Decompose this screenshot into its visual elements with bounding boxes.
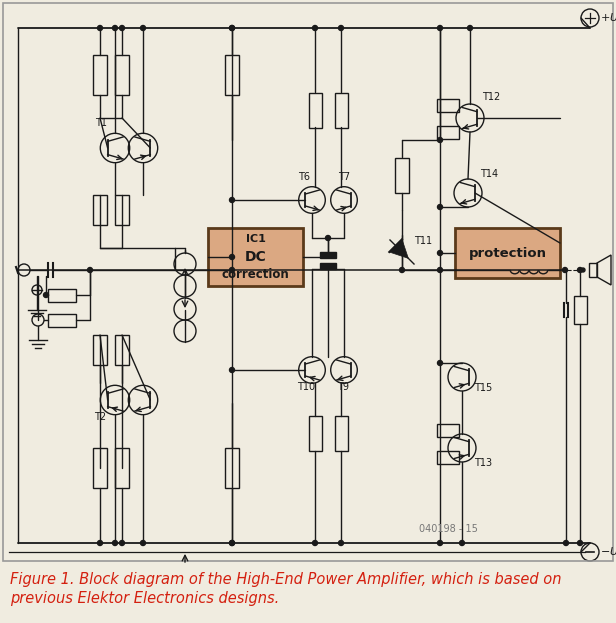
FancyBboxPatch shape [455,228,560,278]
Bar [225,55,239,95]
Circle shape [562,267,567,272]
Bar [334,416,347,450]
Circle shape [230,26,235,31]
Circle shape [120,26,124,31]
Circle shape [581,268,585,272]
Bar [334,92,347,128]
Bar [573,296,586,324]
Circle shape [230,255,235,260]
Circle shape [400,267,405,272]
Text: T14: T14 [480,169,498,179]
Bar [309,92,322,128]
Bar [320,263,336,269]
Circle shape [113,541,118,546]
Circle shape [230,267,235,272]
Text: T13: T13 [474,458,492,468]
Text: Figure 1. Block diagram of the High-End Power Amplifier, which is based on: Figure 1. Block diagram of the High-End … [10,572,562,587]
Bar [3,3,613,561]
Text: T12: T12 [482,92,500,102]
Circle shape [44,293,49,298]
Bar [115,195,129,225]
Bar [320,252,336,258]
Bar [115,448,129,488]
Circle shape [230,541,235,546]
Circle shape [564,541,569,546]
Text: T10: T10 [297,382,315,392]
Text: T6: T6 [298,172,310,182]
Bar [93,195,107,225]
Bar [93,55,107,95]
Text: correction: correction [222,267,290,280]
Bar [589,263,597,277]
Text: $-U_b$: $-U_b$ [600,545,616,559]
Text: T11: T11 [414,236,432,246]
Circle shape [437,138,442,143]
Bar [93,335,107,365]
Text: previous Elektor Electronics designs.: previous Elektor Electronics designs. [10,591,279,606]
Bar [437,125,459,138]
Text: T7: T7 [338,172,350,182]
Text: T1: T1 [95,118,107,128]
Text: T15: T15 [474,383,492,393]
Bar [115,55,129,95]
Text: IC1: IC1 [246,234,265,244]
Circle shape [140,541,145,546]
Circle shape [460,541,464,546]
Bar [437,98,459,112]
Circle shape [468,26,472,31]
Circle shape [578,267,583,272]
Circle shape [437,267,442,272]
Circle shape [339,541,344,546]
Bar [48,288,76,302]
Circle shape [312,26,317,31]
Circle shape [437,250,442,255]
Circle shape [230,197,235,202]
Text: $+U_b$: $+U_b$ [600,11,616,25]
Circle shape [230,541,235,546]
Circle shape [437,204,442,209]
Bar [93,448,107,488]
Circle shape [437,361,442,366]
Bar [437,450,459,464]
Circle shape [339,26,344,31]
Bar [309,416,322,450]
Circle shape [140,26,145,31]
Bar [395,158,409,193]
Circle shape [113,26,118,31]
Circle shape [230,26,235,31]
Text: T9: T9 [337,382,349,392]
Circle shape [437,541,442,546]
Bar [225,448,239,488]
Text: DC: DC [245,250,266,264]
Circle shape [437,26,442,31]
Circle shape [230,368,235,373]
Circle shape [97,541,102,546]
Circle shape [578,541,583,546]
Bar [115,335,129,365]
Text: protection: protection [469,247,546,260]
Circle shape [87,267,92,272]
Text: 040198 - 15: 040198 - 15 [418,524,477,534]
FancyBboxPatch shape [208,228,303,286]
Bar [437,424,459,437]
Bar [48,313,76,326]
Circle shape [97,26,102,31]
Polygon shape [389,239,408,259]
Text: T2: T2 [94,412,106,422]
Circle shape [325,235,331,240]
Circle shape [312,541,317,546]
Circle shape [120,541,124,546]
